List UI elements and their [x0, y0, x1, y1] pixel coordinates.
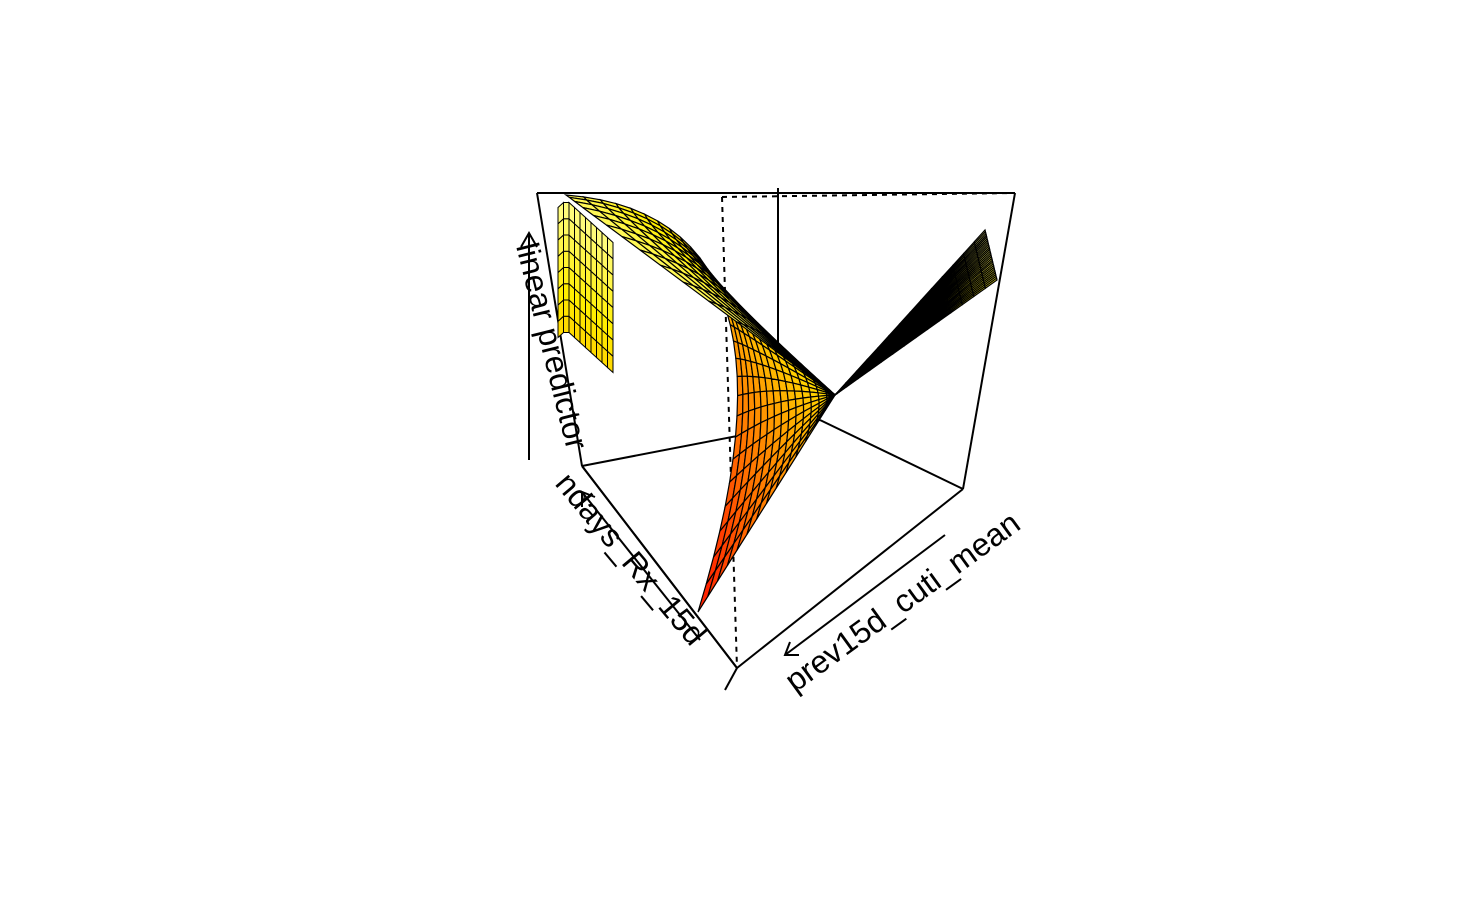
y-axis-arrow: [581, 491, 701, 641]
surface-facet: [984, 277, 998, 290]
surface-facet: [557, 201, 564, 225]
box-edge-inner-right: [819, 419, 964, 490]
surface-facet: [824, 394, 836, 411]
surface-facet: [697, 570, 716, 613]
box-edge-hidden-vertical: [721, 196, 738, 669]
x-axis-arrowhead: [783, 641, 799, 656]
box-edge-front-tick: [724, 667, 738, 691]
x-axis-label: prev15d_cuti_mean: [778, 504, 1027, 698]
surface-facet: [563, 250, 570, 268]
box-edge-front-left: [581, 465, 738, 669]
x-axis-arrow: [784, 534, 946, 656]
x-axis: prev15d_cuti_mean: [778, 504, 1027, 698]
y-axis: ndays_Rx_15d: [549, 465, 714, 652]
surface-facet: [563, 267, 570, 285]
box-edge-right: [962, 192, 1016, 490]
box-edge-bottom-right: [736, 488, 964, 669]
surface-facet: [563, 218, 570, 236]
surface-facet: [563, 202, 570, 220]
surface-facet: [563, 234, 570, 252]
box-edge-hidden-top: [721, 192, 1016, 198]
surface-facet: [742, 392, 750, 415]
box-front-edges: [724, 667, 738, 691]
y-axis-label: ndays_Rx_15d: [549, 465, 714, 652]
box-back-edges: [536, 188, 1016, 669]
surface-facet: [563, 299, 570, 317]
surface-mesh: [557, 194, 998, 613]
surface-facet: [736, 393, 744, 417]
y-axis-arrowhead: [581, 490, 596, 507]
z-axis-arrowhead: [520, 230, 538, 248]
surface-facet: [563, 283, 570, 301]
